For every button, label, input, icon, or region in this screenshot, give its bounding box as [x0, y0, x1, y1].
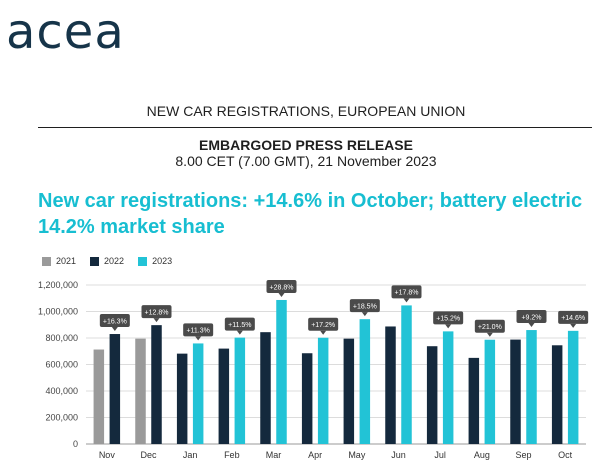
bar-2022-sep [510, 339, 521, 444]
change-label-pointer [361, 312, 368, 317]
change-label-text: +28.8% [270, 284, 294, 291]
change-label-box [224, 317, 255, 331]
bar-2022-nov [109, 334, 121, 444]
page-headline: New car registrations: +14.6% in October… [38, 190, 583, 238]
bar-2022-may [343, 338, 355, 444]
change-label-box [266, 279, 297, 293]
bar-2022-jul [426, 346, 438, 444]
change-label-box [474, 319, 505, 333]
bar-2022-feb [218, 348, 230, 444]
bar-2023-mar [276, 299, 287, 444]
change-label-text: +21.0% [478, 324, 502, 331]
change-label-pointer [528, 323, 535, 328]
divider [38, 127, 592, 128]
change-label-box [516, 310, 547, 324]
x-tick-label: Nov [99, 450, 116, 460]
x-tick-label: Mar [266, 450, 282, 460]
bar-2022-oct [551, 345, 563, 444]
bar-2022-dec [151, 325, 162, 444]
change-label-pointer [445, 324, 452, 329]
x-tick-label: May [348, 450, 366, 460]
change-label-text: +16.3% [103, 318, 127, 325]
change-label-pointer [195, 336, 202, 341]
change-label-box [349, 299, 380, 313]
change-label-box [99, 314, 130, 328]
x-tick-label: Feb [224, 450, 240, 460]
change-label-box [308, 317, 339, 331]
x-tick-label: Oct [558, 450, 573, 460]
change-label-text: +17.2% [311, 322, 335, 329]
y-tick-label: 1,000,000 [38, 307, 78, 317]
change-label-box [433, 311, 464, 325]
embargo-title: EMBARGOED PRESS RELEASE [199, 137, 413, 153]
x-tick-label: Aug [474, 450, 490, 460]
legend-item-2021: 2021 [42, 256, 76, 266]
y-tick-label: 400,000 [45, 386, 78, 396]
bar-2022-jun [385, 326, 396, 444]
bar-2023-jul [442, 331, 454, 444]
y-tick-label: 600,000 [45, 360, 78, 370]
bar-2022-mar [260, 332, 271, 444]
bar-2023-aug [484, 339, 496, 444]
change-label-text: +17.8% [395, 290, 419, 297]
x-tick-label: Jun [391, 450, 406, 460]
bar-2021-nov [93, 349, 105, 444]
legend-item-2023: 2023 [138, 256, 172, 266]
legend-swatch-2023 [138, 256, 148, 266]
bar-2023-apr [317, 337, 329, 444]
bar-2023-sep [526, 330, 537, 444]
legend-label-2023: 2023 [152, 256, 173, 266]
release-datetime: 8.00 CET (7.00 GMT), 21 November 2023 [175, 153, 437, 169]
y-tick-label: 800,000 [45, 333, 78, 343]
x-tick-label: Jan [183, 450, 198, 460]
change-label-pointer [153, 318, 160, 323]
x-tick-label: Jul [434, 450, 446, 460]
chart-legend: 2021 2022 2023 [42, 256, 172, 266]
bar-2023-may [359, 319, 371, 444]
change-label-text: +11.3% [186, 328, 209, 335]
bar-2022-jan [176, 353, 188, 444]
bar-2022-apr [301, 353, 313, 444]
change-label-text: +15.2% [436, 316, 460, 323]
bar-2023-jan [192, 343, 204, 444]
x-tick-label: Dec [140, 450, 157, 460]
y-tick-label: 200,000 [45, 413, 78, 423]
change-label-pointer [111, 327, 118, 332]
bar-2023-jun [401, 305, 412, 444]
bar-2023-oct [567, 330, 579, 444]
change-label-box [558, 310, 589, 324]
change-label-box [141, 305, 172, 319]
change-label-text: +9.2% [521, 314, 541, 321]
change-label-box [391, 285, 422, 299]
change-label-pointer [278, 292, 285, 297]
change-label-pointer [236, 330, 243, 335]
bar-2022-aug [468, 357, 480, 444]
change-label-pointer [320, 330, 327, 335]
change-label-text: +11.5% [228, 322, 251, 329]
y-tick-label: 1,200,000 [38, 280, 78, 290]
bar-2023-feb [234, 337, 246, 444]
change-label-text: +18.5% [353, 303, 377, 310]
bar-2021-dec [135, 338, 146, 444]
acea-logo: acea [6, 4, 125, 60]
legend-label-2022: 2022 [104, 256, 125, 266]
x-tick-label: Apr [308, 450, 322, 460]
y-tick-label: 0 [73, 439, 78, 449]
change-label-text: +12.8% [145, 309, 169, 316]
x-tick-label: Sep [515, 450, 531, 460]
change-label-pointer [486, 332, 493, 337]
legend-swatch-2021 [42, 256, 51, 266]
legend-item-2022: 2022 [90, 256, 124, 266]
release-category: NEW CAR REGISTRATIONS, EUROPEAN UNION [146, 103, 466, 119]
change-label-pointer [403, 298, 410, 303]
legend-label-2021: 2021 [56, 256, 77, 266]
change-label-box [183, 323, 214, 337]
change-label-pointer [570, 323, 577, 328]
change-label-text: +14.6% [561, 315, 585, 322]
legend-swatch-2022 [90, 256, 100, 266]
